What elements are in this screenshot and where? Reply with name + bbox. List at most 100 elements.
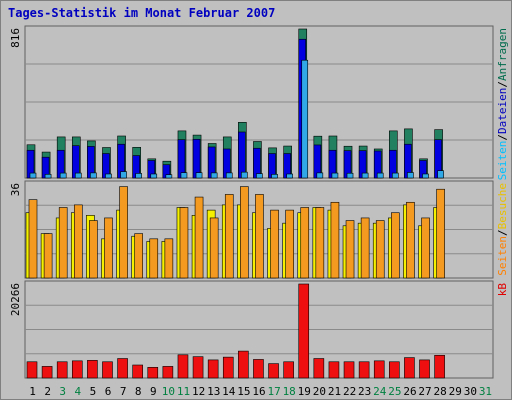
bar-visits-seiten: [330, 201, 340, 279]
bar-visits-seiten: [119, 186, 128, 279]
bar-kbytes-kb: [283, 361, 294, 379]
bar-kbytes-kb: [87, 360, 98, 379]
bar-kbytes-kb: [358, 361, 370, 379]
bar-kbytes-kb: [253, 359, 264, 379]
x-tick-label: 24: [373, 385, 387, 398]
bar-kbytes-kb: [132, 364, 143, 379]
bar-kbytes-kb: [343, 361, 355, 379]
bar-visits-seiten: [43, 233, 53, 279]
bar-requests-seiten: [120, 171, 127, 179]
bar-requests-seiten: [90, 172, 97, 179]
bar-requests-seiten: [407, 172, 414, 179]
bar-kbytes-kb: [56, 361, 68, 379]
bar-visits-seiten: [285, 209, 294, 279]
bar-requests-seiten: [392, 172, 399, 179]
x-tick-label: 26: [403, 385, 416, 398]
bar-kbytes-kb: [434, 354, 445, 379]
bar-requests-seiten: [286, 173, 293, 179]
legend-entry: Besuche: [496, 183, 509, 229]
bar-kbytes-kb: [238, 350, 249, 379]
bar-requests-seiten: [195, 172, 203, 179]
bar-visits-seiten: [164, 238, 174, 279]
bar-requests-seiten: [165, 174, 173, 179]
bar-visits-seiten: [270, 209, 279, 279]
bar-kbytes-kb: [222, 356, 234, 379]
x-tick-label: 15: [237, 385, 250, 398]
x-tick-label: 21: [328, 385, 341, 398]
legend-entry: Anfragen: [496, 28, 509, 81]
x-tick-label: 2: [44, 385, 51, 398]
bar-kbytes-kb: [373, 360, 385, 379]
bar-visits-seiten: [58, 207, 68, 279]
bar-visits-seiten: [194, 196, 204, 279]
bar-visits-seiten: [360, 217, 370, 279]
bar-visits-seiten: [28, 199, 38, 279]
bar-visits-seiten: [73, 204, 83, 279]
x-tick-label: 16: [252, 385, 265, 398]
bar-kbytes-kb: [419, 359, 430, 379]
bar-visits-seiten: [406, 201, 415, 279]
bar-kbytes-kb: [147, 367, 159, 379]
bar-requests-seiten: [210, 172, 218, 179]
bar-visits-seiten: [255, 194, 264, 279]
bar-requests-seiten: [59, 172, 67, 179]
bar-requests-dateien: [177, 139, 186, 179]
panel-kbytes-ymax-label: 20266: [9, 283, 22, 316]
bar-requests-dateien: [192, 138, 201, 179]
legend-entry: Dateien: [496, 88, 509, 134]
x-tick-label: 8: [135, 385, 142, 398]
x-tick-label: 14: [222, 385, 236, 398]
bar-visits-seiten: [89, 220, 98, 279]
bar-kbytes-kb: [71, 360, 83, 379]
bar-kbytes-kb: [192, 356, 204, 379]
bar-visits-seiten: [104, 217, 113, 279]
bar-requests-seiten: [180, 172, 188, 179]
bar-visits-seiten: [421, 217, 430, 279]
bar-requests-seiten: [29, 172, 37, 179]
bar-visits-seiten: [179, 207, 189, 279]
legend-entry: Seiten: [496, 236, 509, 276]
x-tick-label: 10: [162, 385, 175, 398]
bar-kbytes-kb: [102, 361, 113, 379]
bar-requests-seiten: [271, 174, 278, 179]
x-tick-label: 7: [120, 385, 127, 398]
bar-kbytes-kb: [207, 359, 219, 379]
bar-requests-seiten: [44, 174, 52, 179]
bar-visits-seiten: [315, 207, 325, 279]
bar-visits-seiten: [134, 233, 143, 279]
bar-requests-seiten: [241, 171, 248, 179]
bar-requests-seiten: [256, 173, 263, 179]
bar-requests-seiten: [422, 173, 429, 179]
panel-requests-legend: Seiten/Dateien/Anfragen: [496, 28, 509, 180]
x-tick-label: 30: [464, 385, 477, 398]
bar-kbytes-kb: [313, 358, 325, 379]
x-tick-label: 5: [90, 385, 97, 398]
bar-requests-seiten: [361, 172, 369, 179]
bar-visits-seiten: [224, 194, 234, 279]
bar-requests-seiten: [225, 172, 233, 179]
x-tick-label: 20: [313, 385, 326, 398]
legend-entry: /: [496, 134, 509, 141]
panel-visits-ymax-label: 36: [9, 183, 22, 196]
x-tick-label: 19: [298, 385, 311, 398]
x-tick-label: 25: [388, 385, 401, 398]
x-tick-label: 27: [418, 385, 431, 398]
bar-requests-seiten: [301, 59, 309, 179]
bar-visits-seiten: [209, 217, 219, 279]
bar-requests-seiten: [74, 172, 82, 179]
x-tick-label: 4: [75, 385, 82, 398]
panel-requests-ymax-label: 816: [9, 28, 22, 48]
x-tick-label: 9: [150, 385, 157, 398]
x-tick-label: 28: [434, 385, 447, 398]
legend-entry: /: [496, 81, 509, 88]
bar-kbytes-kb: [298, 283, 310, 379]
bar-requests-seiten: [437, 170, 444, 179]
x-tick-label: 29: [449, 385, 462, 398]
x-tick-label: 17: [267, 385, 280, 398]
panel-visits-legend: Seiten/Besuche: [496, 183, 509, 276]
x-tick-label: 23: [358, 385, 371, 398]
x-tick-label: 11: [177, 385, 190, 398]
bar-visits-seiten: [375, 220, 385, 279]
x-tick-label: 1: [29, 385, 36, 398]
